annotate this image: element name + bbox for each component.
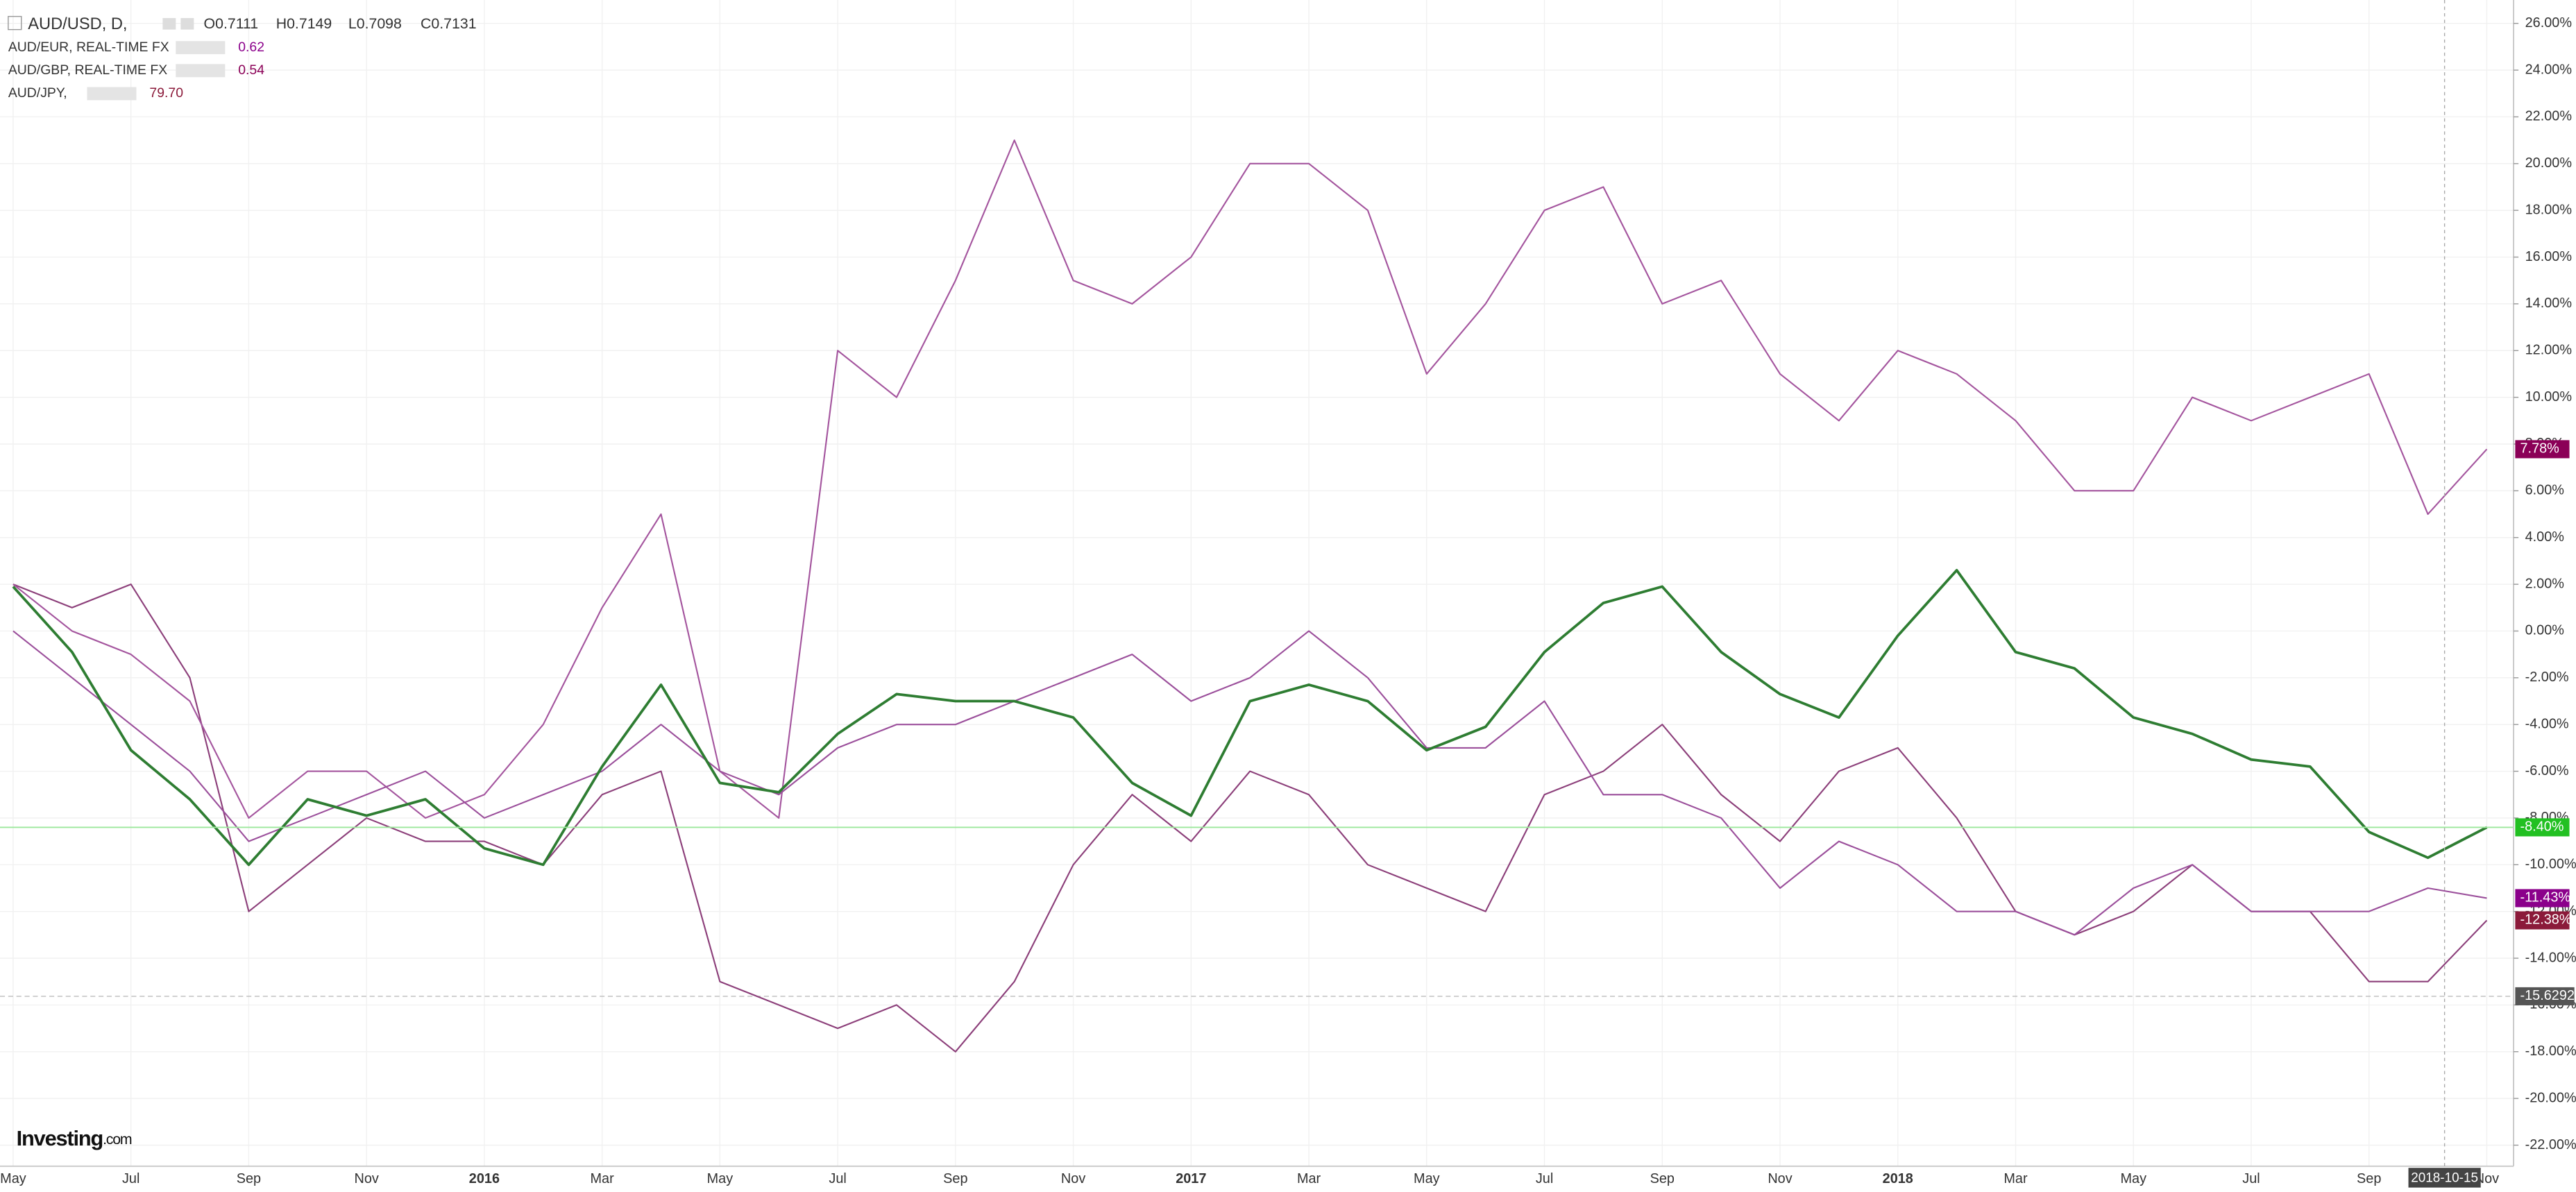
- x-tick-label: Sep: [1650, 1171, 1675, 1186]
- y-tick-label: 4.00%: [2525, 529, 2564, 545]
- x-tick-label: May: [0, 1171, 26, 1186]
- logo: Investing.com: [17, 1126, 132, 1150]
- y-tick-label: -4.00%: [2525, 716, 2569, 731]
- last-value-label: -11.43%: [2520, 890, 2571, 905]
- last-value-label-bg: [2515, 889, 2570, 908]
- x-tick-label: Jul: [122, 1171, 139, 1186]
- last-value-label: -8.40%: [2520, 819, 2564, 835]
- legend-icon[interactable]: [180, 18, 194, 30]
- price-label: -15.6292: [2520, 988, 2575, 1003]
- legend-icons[interactable]: [176, 64, 226, 78]
- y-tick-label: 12.00%: [2525, 343, 2572, 358]
- series-line: [12, 139, 2488, 819]
- y-tick-label: 10.00%: [2525, 389, 2572, 405]
- x-tick-label: Sep: [237, 1171, 261, 1186]
- x-tick-label: 2016: [469, 1171, 500, 1186]
- last-value-label-bg: [2515, 911, 2570, 930]
- x-tick-label: 2017: [1176, 1171, 1206, 1186]
- y-tick-label: -18.00%: [2525, 1044, 2576, 1059]
- x-tick-label: May: [1414, 1171, 1440, 1186]
- logo-main: Investing: [17, 1126, 103, 1150]
- y-tick-label: 16.00%: [2525, 249, 2572, 264]
- legend-series-name: AUD/JPY,: [8, 85, 67, 101]
- y-tick-label: 6.00%: [2525, 483, 2564, 498]
- y-tick-label: 2.00%: [2525, 576, 2564, 591]
- last-value-label: 7.78%: [2520, 441, 2559, 457]
- x-tick-label: Nov: [354, 1171, 378, 1186]
- x-tick-label: Mar: [1297, 1171, 1321, 1186]
- axes: 26.00% 24.00% 22.00% 20.00% 18.00% 16.00% 14.0…: [0, 15, 2576, 1186]
- y-tick-label: -14.00%: [2525, 950, 2576, 965]
- x-tick-label: Nov: [1061, 1171, 1085, 1186]
- collapse-icon[interactable]: [8, 15, 22, 31]
- x-tick-label: Mar: [2003, 1171, 2028, 1186]
- legend-icons[interactable]: [87, 87, 137, 101]
- y-tick-label: -22.00%: [2525, 1137, 2576, 1152]
- legend-icon[interactable]: [162, 18, 176, 30]
- x-tick-label: Jul: [2242, 1171, 2260, 1186]
- y-tick-label: -6.00%: [2525, 763, 2569, 778]
- x-tick-label: Mar: [591, 1171, 615, 1186]
- x-tick-label: Sep: [2357, 1171, 2381, 1186]
- legend-icons[interactable]: [176, 41, 226, 55]
- y-tick-label: -10.00%: [2525, 857, 2576, 872]
- x-tick-label: 2018: [1883, 1171, 1913, 1186]
- y-tick-label: -2.00%: [2525, 670, 2569, 685]
- crosshair-label-bg: [2408, 1168, 2481, 1188]
- legend-close: C0.7131: [421, 15, 477, 32]
- y-tick-label: 22.00%: [2525, 109, 2572, 124]
- legend-high: H0.7149: [276, 15, 332, 32]
- logo-suffix: .com: [103, 1131, 132, 1148]
- x-tick-label: Jul: [1536, 1171, 1553, 1186]
- last-value-label-bg: [2515, 440, 2570, 459]
- last-value-label-bg: [2515, 818, 2570, 837]
- grid: [0, 0, 2514, 1166]
- y-tick-label: 14.00%: [2525, 296, 2572, 311]
- last-value-label: -12.38%: [2520, 912, 2572, 928]
- crosshair-label: 2018-10-15: [2411, 1171, 2478, 1186]
- legend-low: L0.7098: [348, 15, 402, 32]
- y-tick-label: 18.00%: [2525, 202, 2572, 217]
- series-line: [12, 568, 2488, 867]
- series-line: [12, 630, 2487, 936]
- legend-main-name: AUD/USD, D,: [28, 15, 127, 33]
- y-tick-label: 24.00%: [2525, 62, 2572, 77]
- x-tick-label: Nov: [1768, 1171, 1792, 1186]
- y-tick-label: 20.00%: [2525, 155, 2572, 171]
- legend-series-value: 0.54: [238, 62, 264, 78]
- legend-open: O0.7111: [204, 15, 259, 32]
- price-label-bg: [2515, 987, 2575, 1005]
- legend-series-name: AUD/EUR, REAL-TIME FX: [8, 40, 169, 55]
- x-tick-label: Jul: [829, 1171, 846, 1186]
- y-tick-label: -20.00%: [2525, 1090, 2576, 1105]
- legend-series-value: 79.70: [149, 85, 183, 101]
- legend-series-name: AUD/GBP, REAL-TIME FX: [8, 62, 167, 78]
- y-tick-label: 0.00%: [2525, 623, 2564, 638]
- y-tick-label: 26.00%: [2525, 15, 2572, 31]
- x-tick-label: Sep: [943, 1171, 967, 1186]
- legend: AUD/USD, D, O0.7111 H0.7149 L0.7098 C0.7…: [8, 15, 477, 101]
- plot: [0, 139, 2514, 1053]
- x-tick-label: May: [2120, 1171, 2146, 1186]
- x-tick-label: May: [707, 1171, 734, 1186]
- legend-series-value: 0.62: [238, 40, 264, 55]
